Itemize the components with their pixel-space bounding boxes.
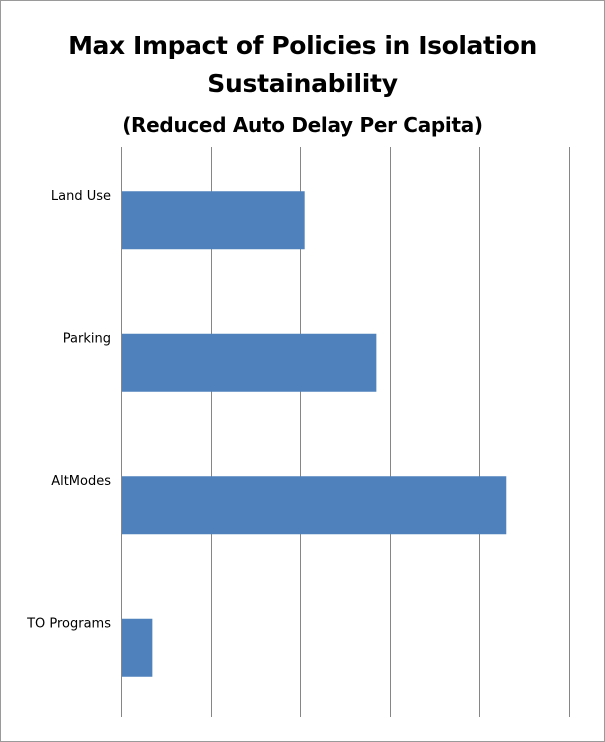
bar-parking — [122, 333, 377, 392]
category-label: AltModes — [51, 474, 111, 489]
chart-subtitle: Sustainability — [207, 69, 398, 98]
bar-altmodes — [122, 476, 507, 535]
bar-to-programs — [122, 618, 153, 677]
category-label: TO Programs — [26, 616, 111, 631]
chart-subtitle-note: (Reduced Auto Delay Per Capita) — [122, 113, 483, 137]
bar-land-use — [122, 191, 305, 250]
category-label: Land Use — [51, 189, 111, 204]
chart-title: Max Impact of Policies in Isolation — [68, 31, 537, 60]
category-label: Parking — [63, 331, 111, 346]
